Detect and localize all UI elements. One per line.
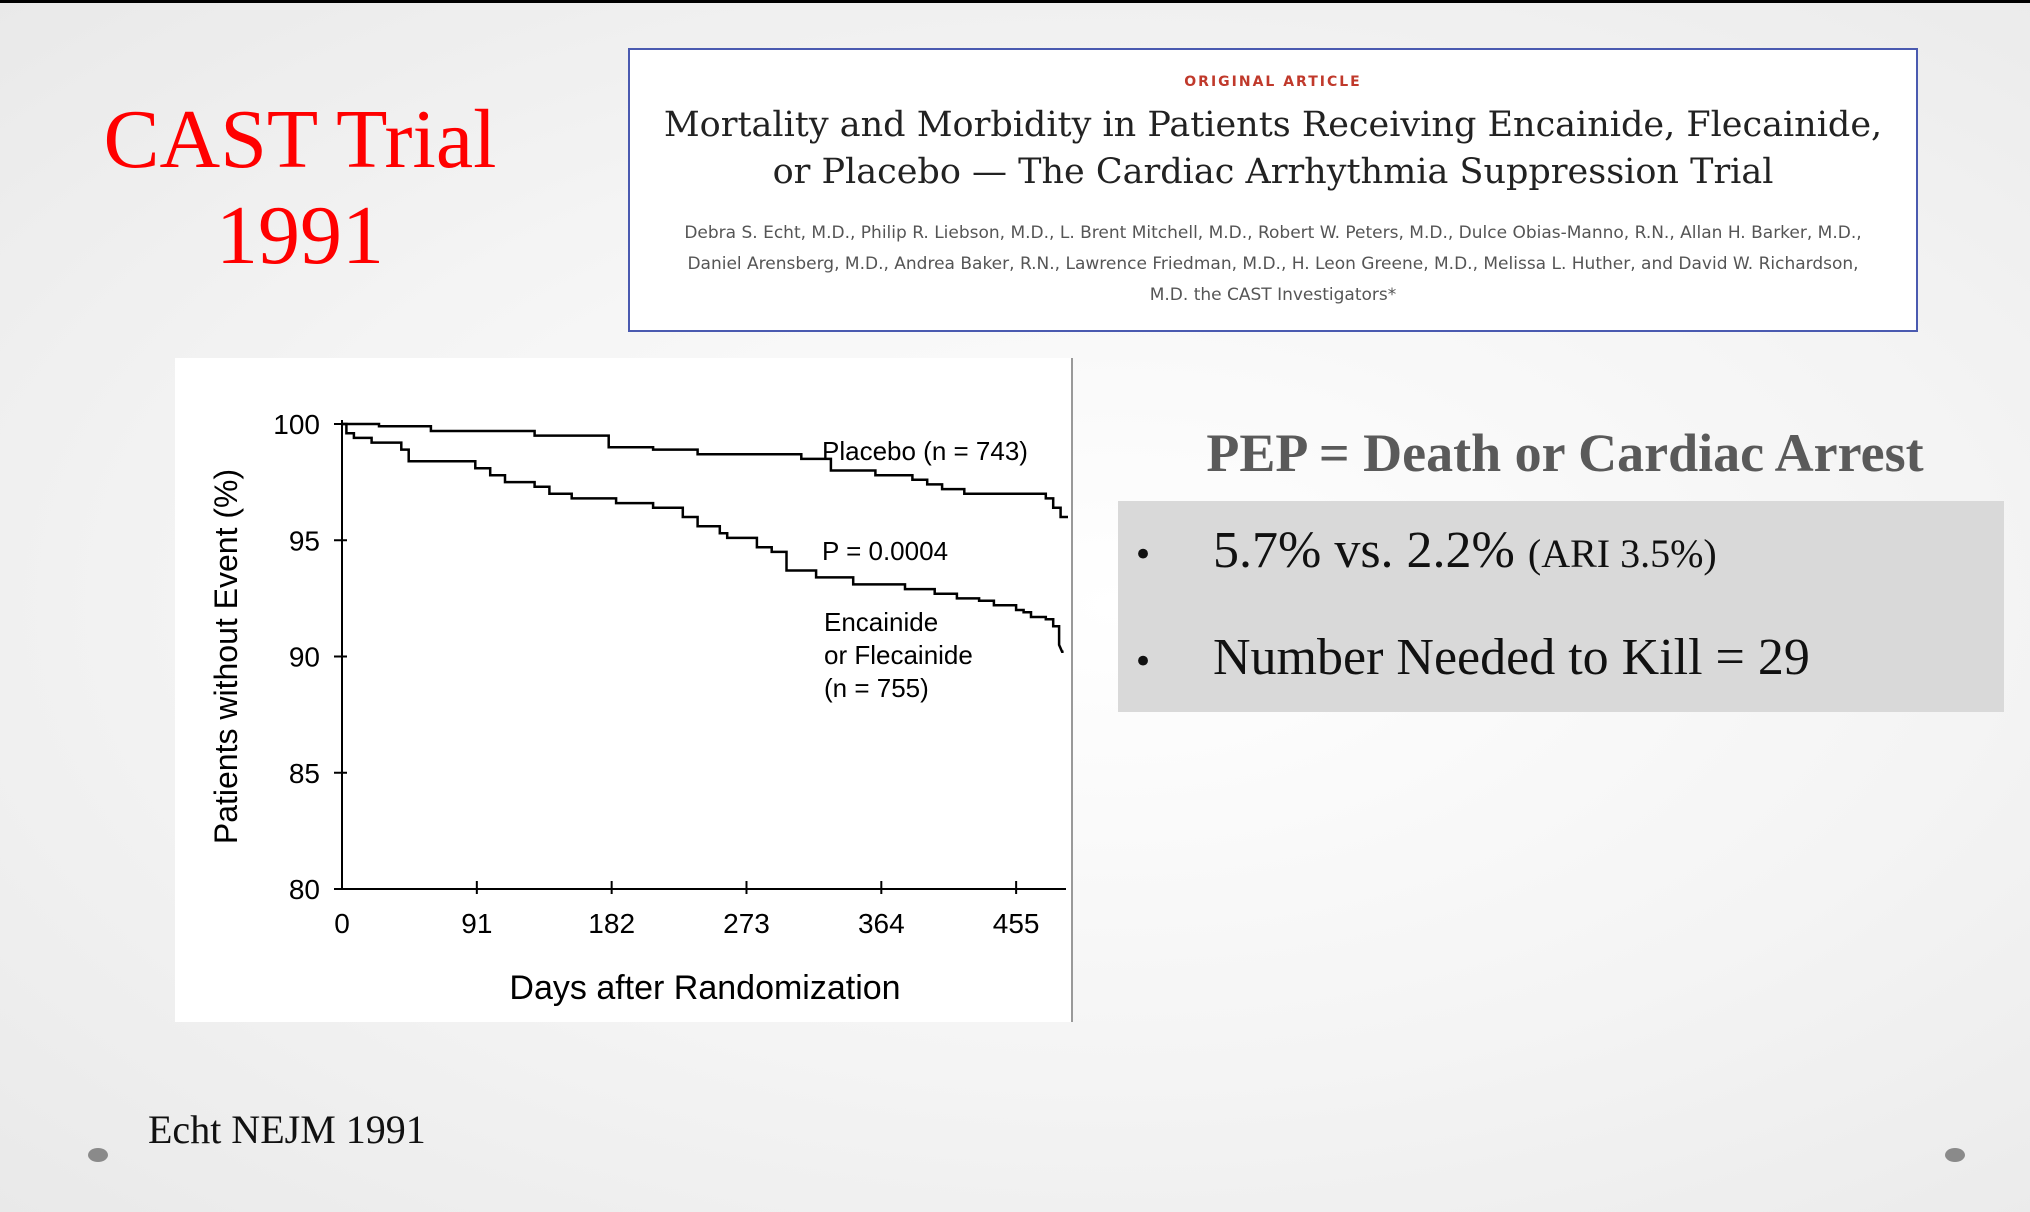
x-tick-label: 273: [723, 908, 770, 939]
article-authors: Debra S. Echt, M.D., Philip R. Liebson, …: [684, 223, 1862, 305]
km-chart-panel: 80 85 90 95 100 0 91 182 273 364 455 Days after Ran…: [175, 358, 1073, 1022]
drug-label-line1: Encainide: [824, 607, 938, 637]
km-chart: 80 85 90 95 100 0 91 182 273 364 455 Days after Ran…: [208, 409, 1068, 1007]
y-tick-label: 80: [289, 874, 320, 905]
bullet-risk-ari: (ARI 3.5%): [1527, 531, 1717, 576]
x-axis-label: Days after Randomization: [509, 969, 900, 1007]
pep-heading: PEP = Death or Cardiac Arrest: [1206, 423, 1924, 483]
panel-divider: [1071, 358, 1073, 1022]
bullet-symbol: •: [1133, 642, 1154, 683]
chart-series: [342, 422, 1068, 654]
slide-title-line1: CAST Trial: [103, 93, 497, 186]
next-slide-dot[interactable]: [1945, 1148, 1965, 1162]
bullet-risk-main: 5.7% vs. 2.2%: [1213, 522, 1515, 579]
x-tick-label: 0: [334, 908, 350, 939]
p-value-annotation: P = 0.0004: [822, 536, 948, 566]
citation: Echt NEJM 1991: [148, 1107, 426, 1152]
bullet-risk: • 5.7% vs. 2.2% (ARI 3.5%): [1133, 521, 1717, 585]
article-header: ORIGINAL ARTICLE Mortality and Morbidity…: [628, 48, 1918, 332]
prev-slide-dot[interactable]: [88, 1148, 108, 1162]
top-border: [0, 0, 2030, 3]
x-tick-label: 455: [993, 908, 1040, 939]
y-tick-label: 100: [273, 409, 320, 440]
x-tick-label: 364: [858, 908, 905, 939]
results-box: • 5.7% vs. 2.2% (ARI 3.5%) • Number Needed…: [1118, 501, 2004, 712]
x-tick-label: 91: [461, 908, 492, 939]
x-tick-label: 182: [588, 908, 635, 939]
y-tick-label: 85: [289, 758, 320, 789]
article-kicker: ORIGINAL ARTICLE: [1184, 74, 1362, 90]
chart-axes: [334, 420, 1066, 894]
placebo-line: [342, 422, 1068, 519]
bullet-symbol: •: [1133, 535, 1154, 576]
y-axis-label: Patients without Event (%): [208, 469, 244, 844]
placebo-label: Placebo (n = 743): [822, 436, 1028, 466]
y-tick-label: 90: [289, 642, 320, 673]
bullet-nnk: • Number Needed to Kill = 29: [1133, 628, 1810, 692]
slide-title: CAST Trial 1991: [60, 92, 540, 284]
drug-line: [342, 422, 1064, 654]
chart-labels: 80 85 90 95 100 0 91 182 273 364 455 Days after Ran…: [208, 409, 1040, 1007]
bullet-nnk-text: Number Needed to Kill = 29: [1213, 629, 1810, 686]
drug-label-line2: or Flecainide: [824, 640, 973, 670]
drug-label-line3: (n = 755): [824, 673, 929, 703]
y-tick-label: 95: [289, 525, 320, 556]
article-headline: Mortality and Morbidity in Patients Rece…: [663, 105, 1883, 192]
slide-title-line2: 1991: [216, 189, 384, 282]
